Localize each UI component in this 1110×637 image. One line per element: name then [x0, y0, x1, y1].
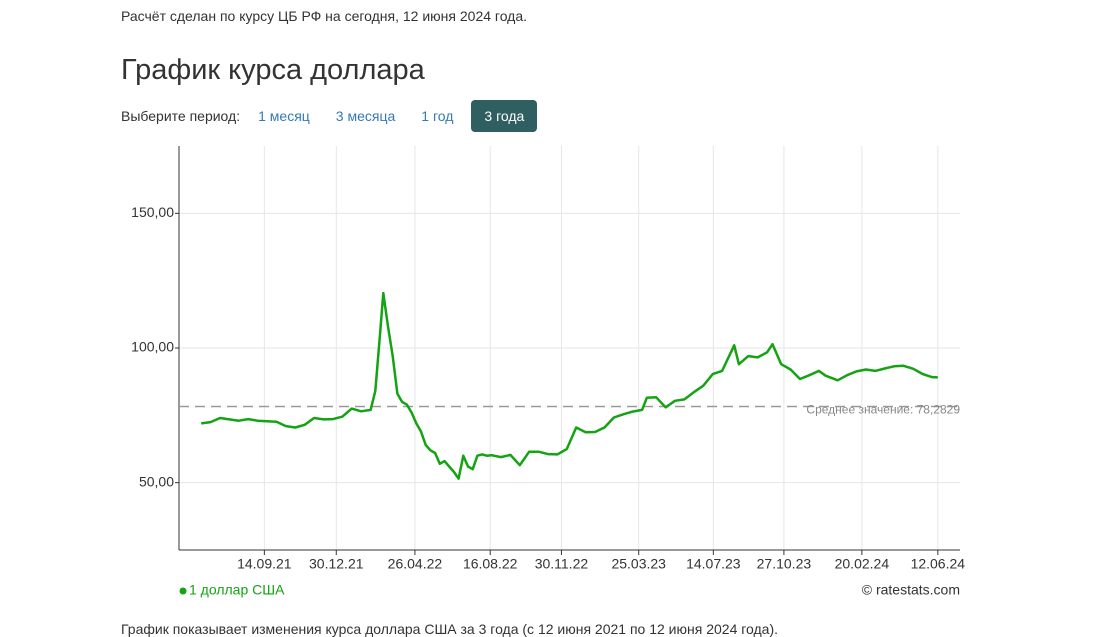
y-tick-label: 100,00	[131, 339, 174, 355]
period-option[interactable]: 3 года	[471, 99, 538, 132]
x-tick-label: 12.06.24	[911, 556, 966, 572]
chart: 50,00 100,00 150,00 14.09.21 30.12.21 26.04.2…	[131, 146, 966, 598]
y-tick-label: 150,00	[131, 204, 174, 220]
credit: © ratestats.com	[862, 582, 960, 598]
average-label: Среднее значение: 78,2829	[806, 403, 960, 417]
period-label: Выберите период:	[121, 107, 241, 124]
header-note: Расчёт сделан по курсу ЦБ РФ на сегодня,…	[121, 8, 528, 24]
x-tick-label: 26.04.22	[388, 556, 443, 572]
x-tick-label: 25.03.23	[611, 556, 666, 572]
footer-note: График показывает изменения курса доллар…	[121, 621, 779, 637]
x-tick-label: 14.09.21	[237, 556, 292, 572]
period-selector: Выберите период: 1 месяц 3 месяца 1 год 3 г…	[121, 99, 538, 132]
y-tick-label: 50,00	[139, 473, 174, 489]
period-option[interactable]: 1 месяц	[258, 107, 310, 124]
x-tick-label: 20.02.24	[835, 556, 890, 572]
x-tick-label: 16.08.22	[463, 556, 518, 572]
line	[201, 291, 938, 480]
x-tick-label: 27.10.23	[757, 556, 812, 572]
legend-label: 1 доллар США	[189, 582, 285, 598]
x-tick-label: 14.07.23	[686, 556, 741, 572]
page-title: График курса доллара	[121, 54, 425, 86]
x-tick-label: 30.12.21	[309, 556, 364, 572]
period-option[interactable]: 1 год	[421, 107, 454, 124]
x-tick-label: 30.11.22	[535, 556, 589, 572]
legend-marker	[179, 587, 187, 595]
period-option[interactable]: 3 месяца	[335, 107, 396, 124]
